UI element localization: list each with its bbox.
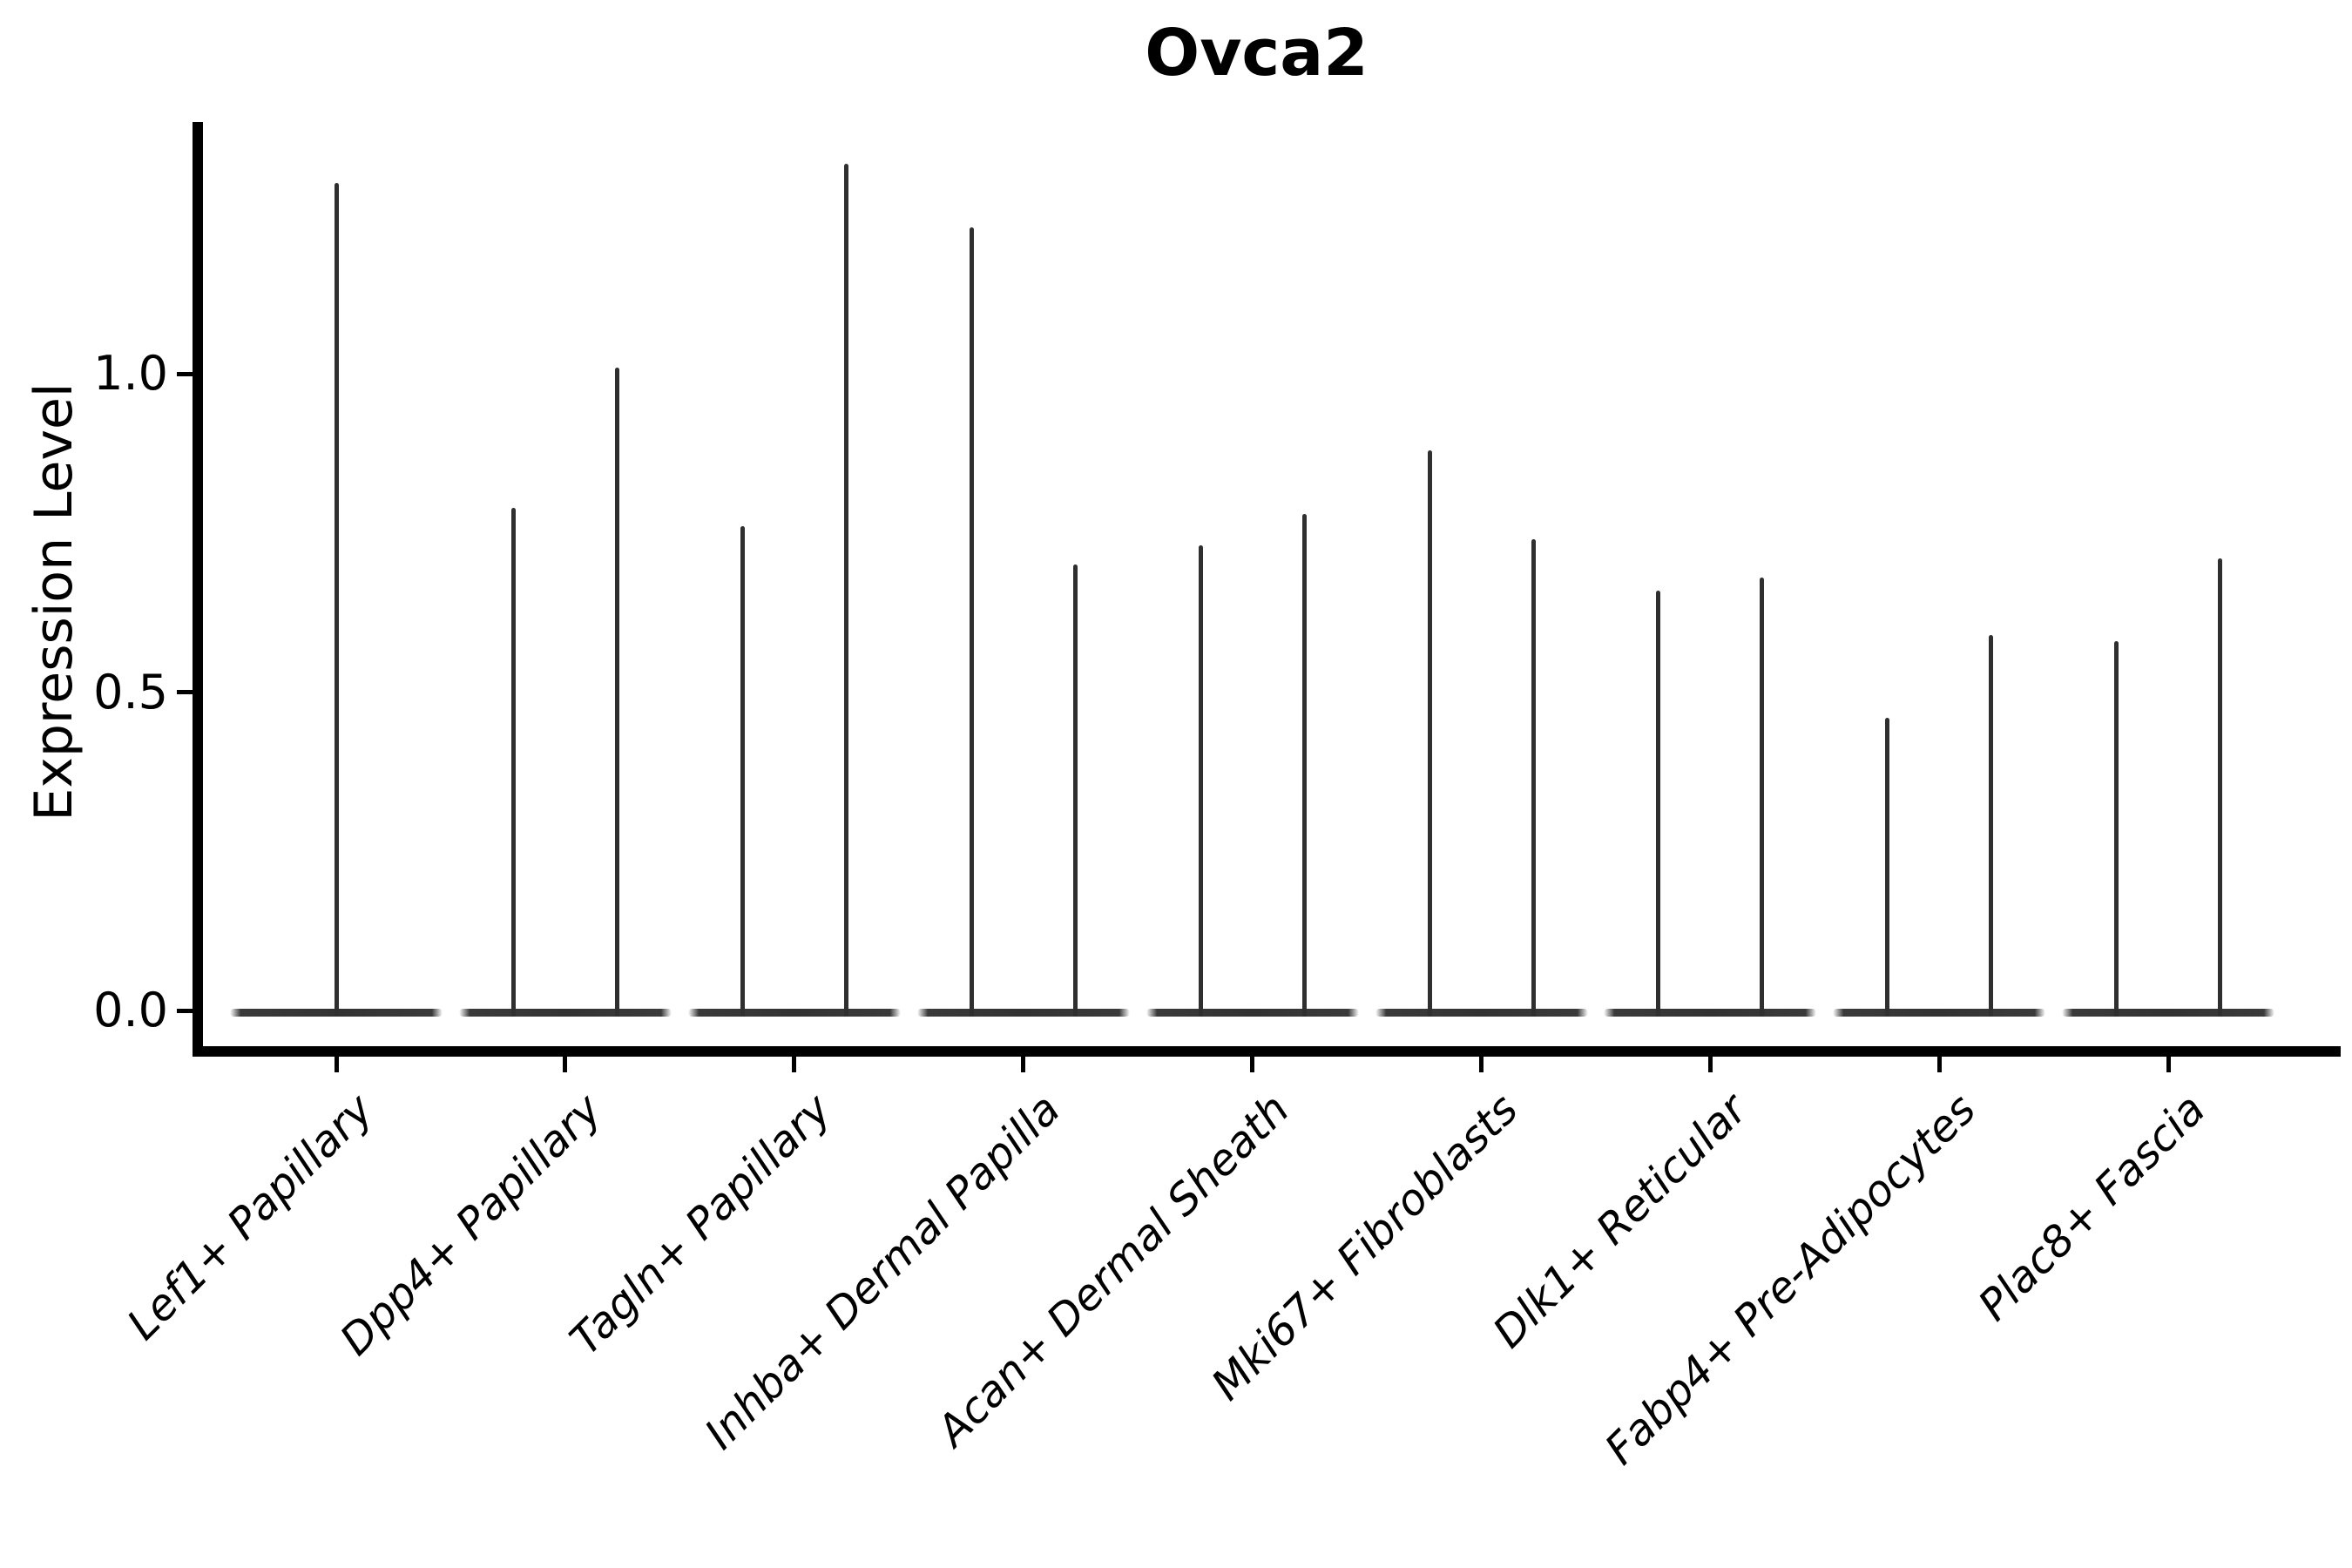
violin-base: [2062, 1009, 2275, 1017]
x-tick-mark: [2166, 1057, 2171, 1072]
violin-base: [1146, 1009, 1359, 1017]
violin-spike: [1072, 564, 1078, 1017]
y-tick-label: 0.0: [93, 983, 168, 1037]
violin-spike: [1760, 577, 1765, 1017]
violin-spike: [969, 226, 974, 1017]
x-tick-mark: [563, 1057, 568, 1072]
x-tick-mark: [1479, 1057, 1484, 1072]
violin-spike: [334, 182, 339, 1017]
violin-spike: [1198, 545, 1203, 1017]
y-tick-label: 0.5: [93, 664, 168, 720]
y-tick-mark: [177, 371, 193, 376]
y-tick-mark: [177, 690, 193, 694]
page-title: Ovca2: [1145, 16, 1369, 91]
violin-spike: [614, 367, 619, 1017]
violin-base: [1833, 1009, 2046, 1017]
violin-base: [458, 1009, 672, 1017]
violin-spike: [510, 507, 516, 1017]
x-axis-spine: [193, 1046, 2341, 1057]
violin-spike: [2218, 558, 2223, 1017]
violin-base: [1604, 1009, 1817, 1017]
x-tick-mark: [1250, 1057, 1255, 1072]
x-tick-mark: [1707, 1057, 1713, 1072]
violin-spike: [740, 526, 745, 1017]
violin-base: [687, 1009, 901, 1017]
x-tick-mark: [1021, 1057, 1026, 1072]
violin-base: [916, 1009, 1130, 1017]
violin-spike: [1656, 590, 1661, 1017]
x-tick-mark: [1936, 1057, 1942, 1072]
violin-spike: [1531, 539, 1536, 1017]
y-axis-spine: [193, 122, 203, 1057]
x-tick-label: Plac8+ Fascia: [1969, 1084, 2215, 1331]
violin-spike: [1885, 717, 1890, 1017]
violin-spike: [2114, 641, 2119, 1017]
x-tick-label: Fabp4+ Pre-Adipocytes: [1595, 1084, 1986, 1475]
y-tick-mark: [177, 1008, 193, 1013]
x-tick-mark: [334, 1057, 339, 1072]
x-tick-label: Dlk1+ Reticular: [1484, 1084, 1757, 1358]
violin-base: [1375, 1009, 1588, 1017]
y-tick-label: 1.0: [93, 346, 168, 401]
violin-spike: [843, 163, 848, 1017]
x-tick-label: Lef1+ Papillary: [117, 1084, 383, 1350]
x-tick-mark: [792, 1057, 797, 1072]
violin-spike: [1989, 634, 1994, 1017]
violin-spike: [1427, 449, 1432, 1017]
violin-spike: [1301, 513, 1307, 1017]
